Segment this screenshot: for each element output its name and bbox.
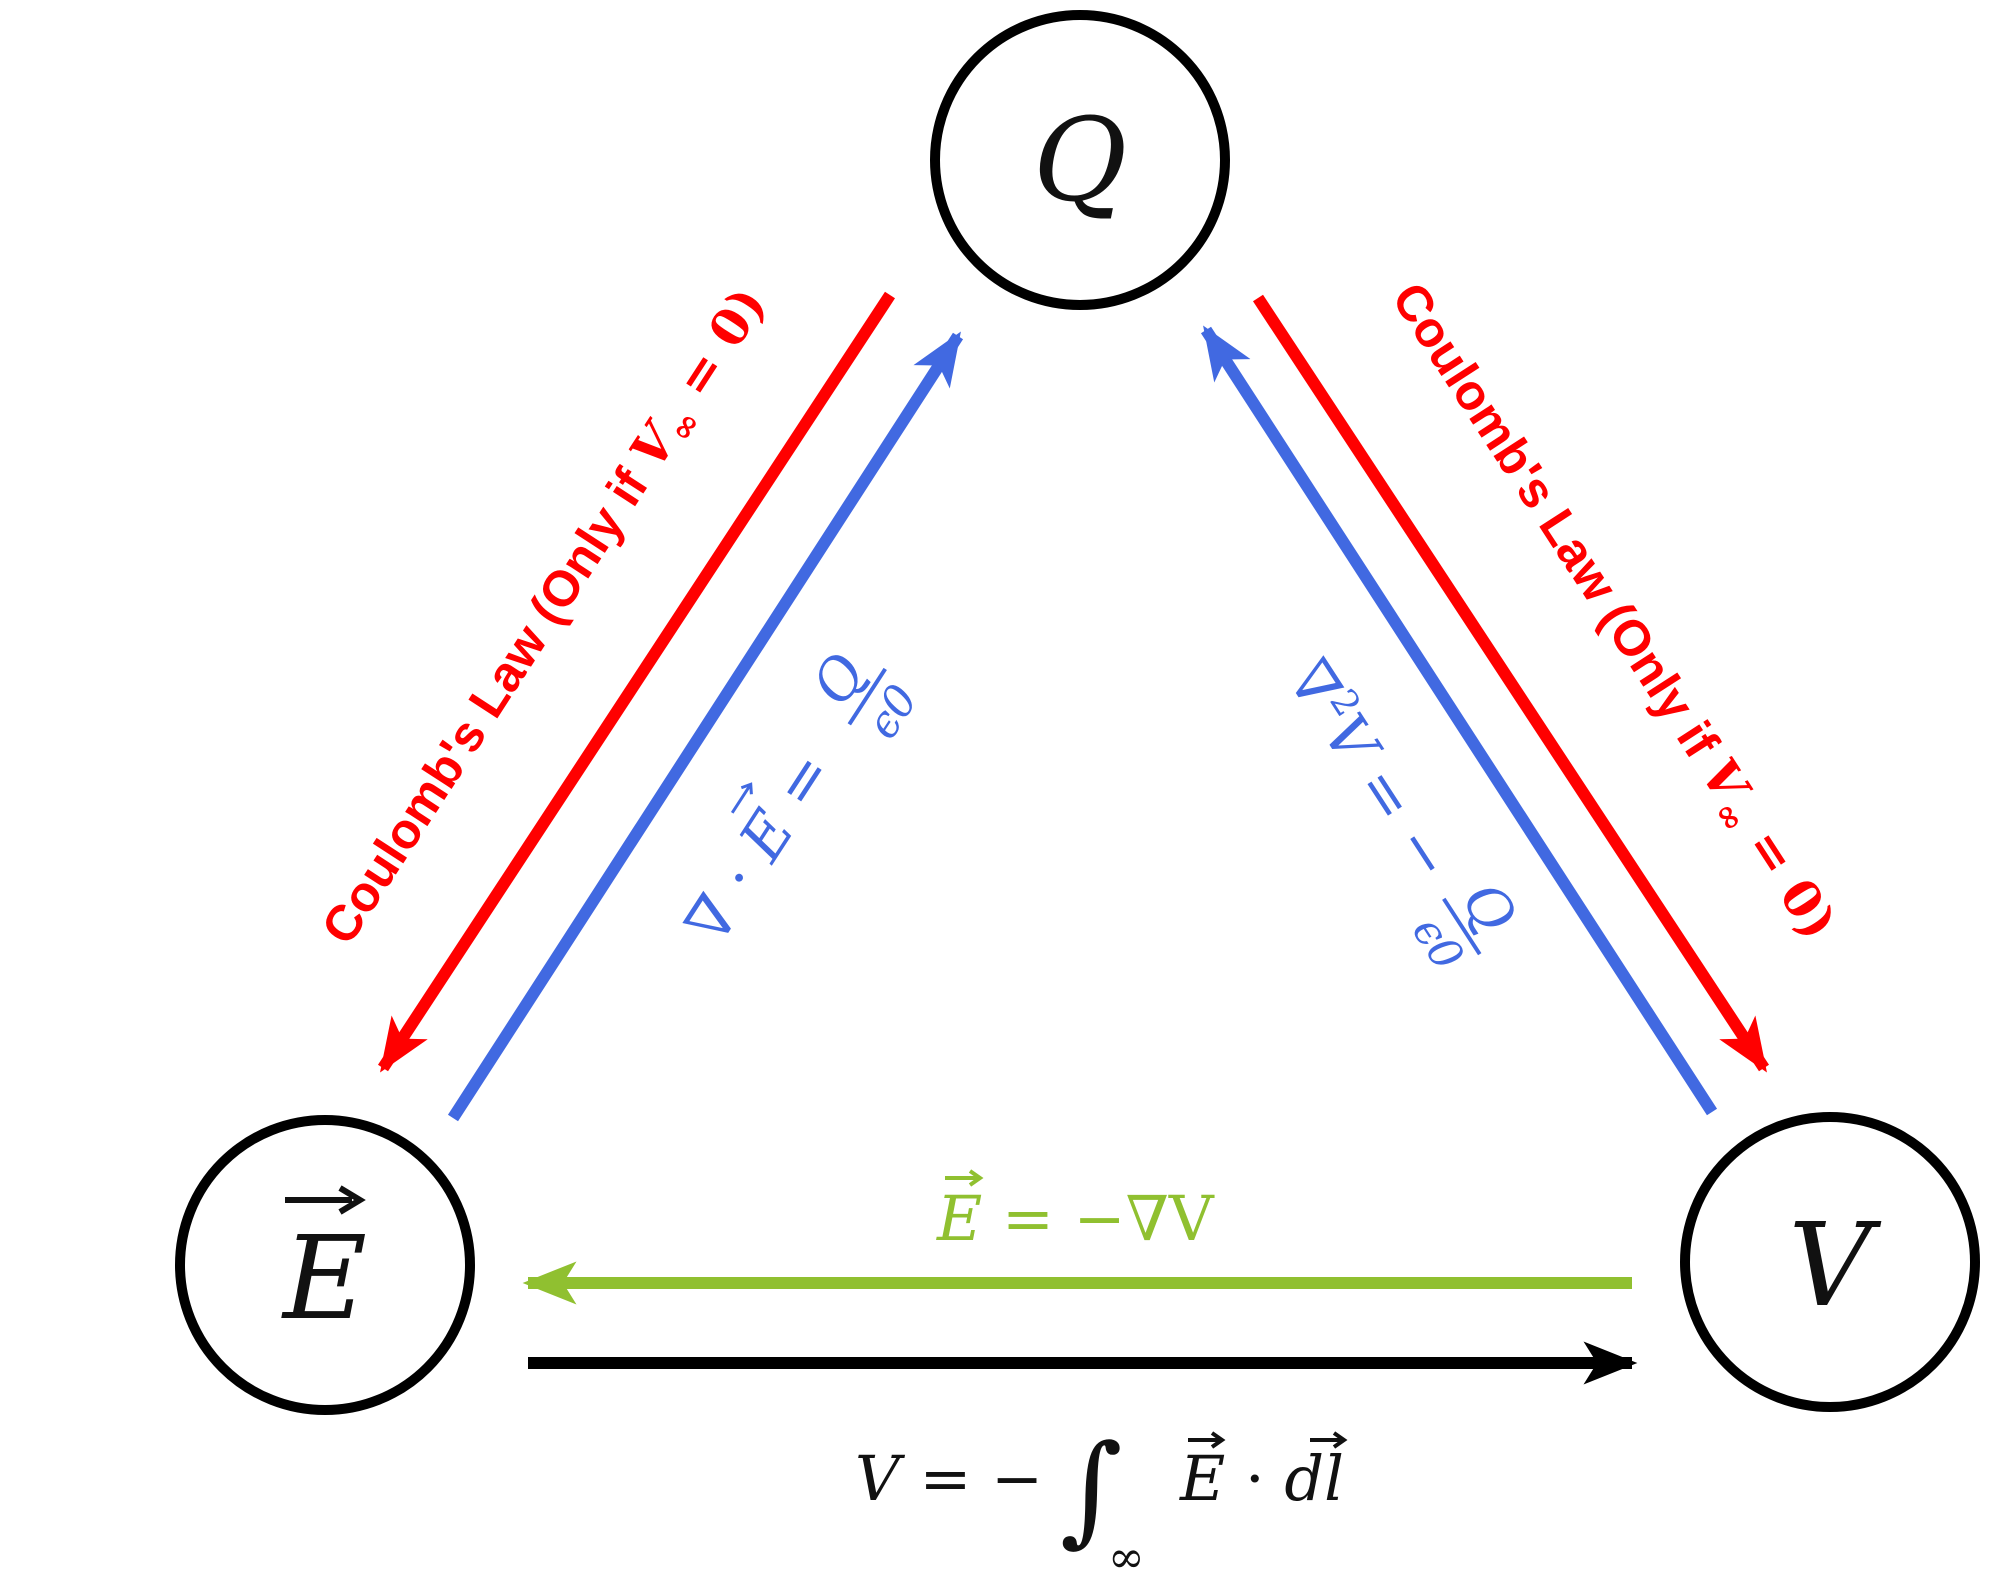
node-v-circle (1680, 1112, 1980, 1412)
gauss-law-label: ∇ · E = Q ϵ0 (672, 643, 928, 957)
node-v-label: V (1788, 1199, 1881, 1333)
svg-text:E · dl: E · dl (1179, 1442, 1344, 1515)
arrow-poisson-v-to-q (1200, 325, 1718, 1116)
node-e: E (175, 1115, 475, 1415)
node-q-label: Q (1033, 94, 1127, 228)
integral-label: V = − ∫ ∞ E · dl (855, 1420, 1348, 1583)
svg-text:∇ · E =: ∇ · E = (672, 740, 846, 956)
node-v: V (1680, 1112, 1980, 1412)
gradient-vector-arrow-icon (945, 1169, 984, 1187)
node-q: Q (930, 10, 1230, 310)
arrow-gauss-e-to-q (447, 331, 964, 1122)
gauss-fraction-bar (847, 667, 887, 726)
vector-arrow-icon (285, 1185, 366, 1215)
svg-text:∫: ∫ (1060, 1420, 1123, 1559)
gradient-label: E = −∇V (936, 1169, 1215, 1255)
node-e-circle (175, 1115, 475, 1415)
node-q-circle (930, 10, 1230, 310)
svg-text:∞: ∞ (1108, 1532, 1145, 1583)
poisson-fraction-bar (1442, 897, 1482, 956)
svg-text:V = −: V = − (855, 1442, 1043, 1515)
node-e-label: E (281, 1212, 367, 1346)
arrow-coulomb-q-to-e (377, 291, 896, 1073)
gauss-vector-arrow-icon (730, 782, 753, 814)
arrow-coulomb-q-to-v (1252, 294, 1770, 1073)
svg-text:E = −∇V: E = −∇V (936, 1182, 1215, 1255)
poisson-equation-label: ∇2V = − Q ϵ0 (1273, 648, 1528, 980)
integral-e-vector-arrow-icon (1188, 1431, 1226, 1449)
integral-dl-vector-arrow-icon (1310, 1431, 1348, 1449)
